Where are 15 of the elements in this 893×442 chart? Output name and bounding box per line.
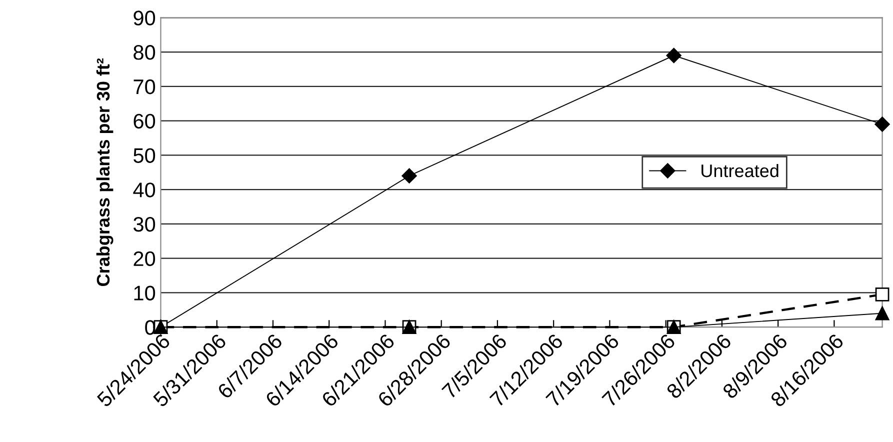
y-tick-label: 40 <box>133 182 156 198</box>
y-tick-label: 70 <box>134 79 156 94</box>
point <box>874 116 890 132</box>
point <box>875 287 890 302</box>
y-tick-label: 30 <box>134 216 156 232</box>
y-tick-label: 80 <box>134 45 156 60</box>
y-tick-label: 60 <box>134 114 156 129</box>
y-tick-label: 10 <box>134 286 156 300</box>
y-tick-label: 50 <box>134 148 156 163</box>
point <box>666 48 682 64</box>
legend-label: Untreated <box>702 164 778 178</box>
y-axis-title: Crabgrass plants per 30 ft² <box>96 58 114 286</box>
point <box>402 168 417 184</box>
y-tick-label: 20 <box>134 251 156 266</box>
y-tick-label: 90 <box>134 10 156 26</box>
